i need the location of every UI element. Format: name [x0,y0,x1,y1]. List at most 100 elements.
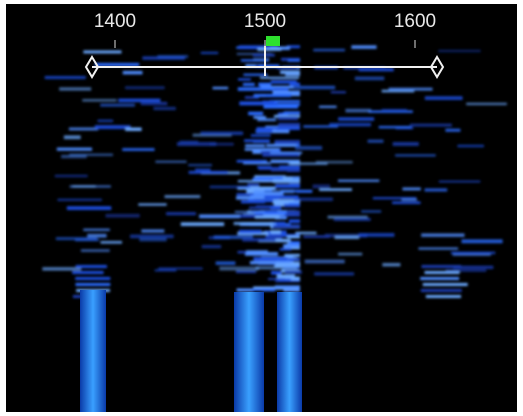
signal-streak [274,216,287,220]
signal-streak [274,87,289,92]
signal-streak [166,212,196,216]
signal-streak [270,221,286,226]
signal-streak [275,263,300,267]
signal-streak [304,259,345,264]
signal-streak [266,144,297,147]
passband-edge-marker[interactable] [84,55,100,79]
signal-streak [284,202,300,206]
signal-streak [154,269,177,272]
signal-streak [329,122,372,127]
signal-streak [392,201,421,205]
signal-streak [192,133,232,137]
signal-streak [345,108,372,113]
signal-streak [237,231,269,236]
signal-streak [270,230,281,234]
signal-streak [266,233,300,237]
signal-streak [315,160,353,164]
signal-streak [253,257,288,261]
signal-streak [63,135,81,140]
signal-streak [424,188,448,192]
signal-streak [259,210,297,213]
signal-streak [450,251,496,255]
signal-streak [243,162,271,165]
signal-streak [253,189,295,194]
signal-streak [122,70,143,75]
signal-streak [239,229,262,234]
signal-streak [351,45,377,49]
signal-streak [100,103,135,107]
signal-streak [422,283,468,286]
signal-streak [238,78,251,81]
signal-streak [402,187,421,191]
signal-streak [438,180,481,183]
signal-streak [452,252,491,256]
signal-streak [280,70,300,74]
signal-streak [263,104,299,109]
carrier-trace [80,290,106,412]
signal-streak [125,86,165,90]
signal-streak [213,235,253,240]
signal-streak [424,96,463,100]
signal-streak [372,197,417,200]
signal-streak [260,85,294,89]
tx-flag[interactable] [266,36,280,46]
signal-streak [274,114,300,118]
signal-streak [421,233,465,237]
signal-streak [287,59,300,62]
signal-streak [445,128,461,132]
signal-streak [258,64,280,68]
signal-streak [274,285,300,289]
signal-streak [237,250,252,254]
signal-streak [200,131,244,136]
signal-streak [319,105,337,108]
signal-streak [424,271,460,274]
signal-streak [239,101,278,106]
signal-streak [283,245,300,250]
signal-streak [234,210,265,213]
signal-streak [395,154,436,157]
signal-streak [256,129,290,134]
signal-streak [248,111,264,116]
signal-streak [277,116,298,121]
signal-streak [252,53,275,57]
signal-streak [209,185,250,189]
signal-streak [358,233,395,237]
carrier-trace [277,292,302,412]
signal-streak [246,250,268,255]
signal-streak [285,74,300,77]
signal-streak [401,198,418,201]
signal-streak [296,189,313,193]
signal-streak [255,129,273,133]
signal-streak [237,180,281,183]
signal-streak [418,247,459,250]
signal-streak [248,199,278,203]
signal-streak [68,127,99,131]
signal-streak [59,87,92,91]
frequency-label: 1400 [94,11,136,32]
signal-streak [257,48,282,51]
signal-streak [236,196,255,200]
signal-streak [388,87,433,91]
signal-streak [278,278,291,282]
signal-streak [282,112,300,115]
frequency-label: 1500 [244,11,286,32]
signal-streak [61,154,87,159]
signal-streak [158,267,203,270]
signal-streak [445,269,487,272]
signal-streak [461,239,503,244]
signal-streak [94,125,131,130]
signal-streak [253,93,291,98]
carrier-trace [234,292,264,412]
signal-streak [273,103,300,106]
signal-streak [276,274,296,279]
passband-edge-marker[interactable] [429,55,445,79]
signal-streak [105,213,140,218]
signal-streak [288,219,300,223]
signal-layer [42,45,507,298]
signal-streak [83,50,122,54]
signal-streak [334,235,360,239]
signal-streak [257,118,277,122]
signal-streak [141,229,165,233]
